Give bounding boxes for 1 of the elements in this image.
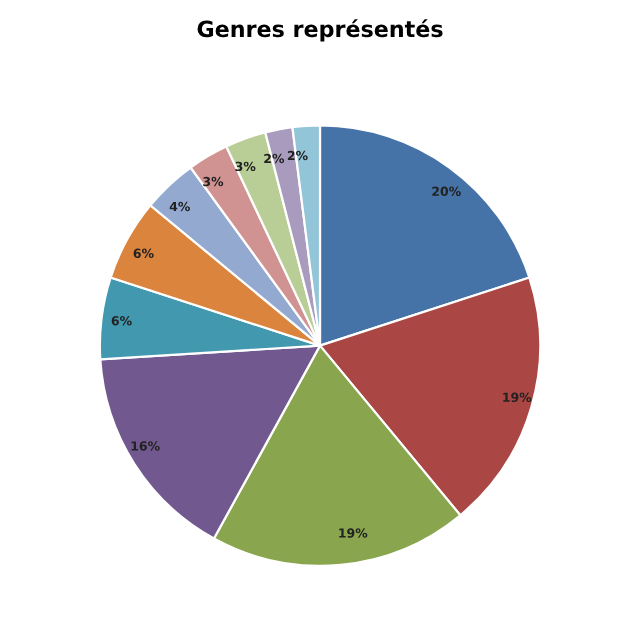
chart-title: Genres représentés: [197, 19, 443, 42]
